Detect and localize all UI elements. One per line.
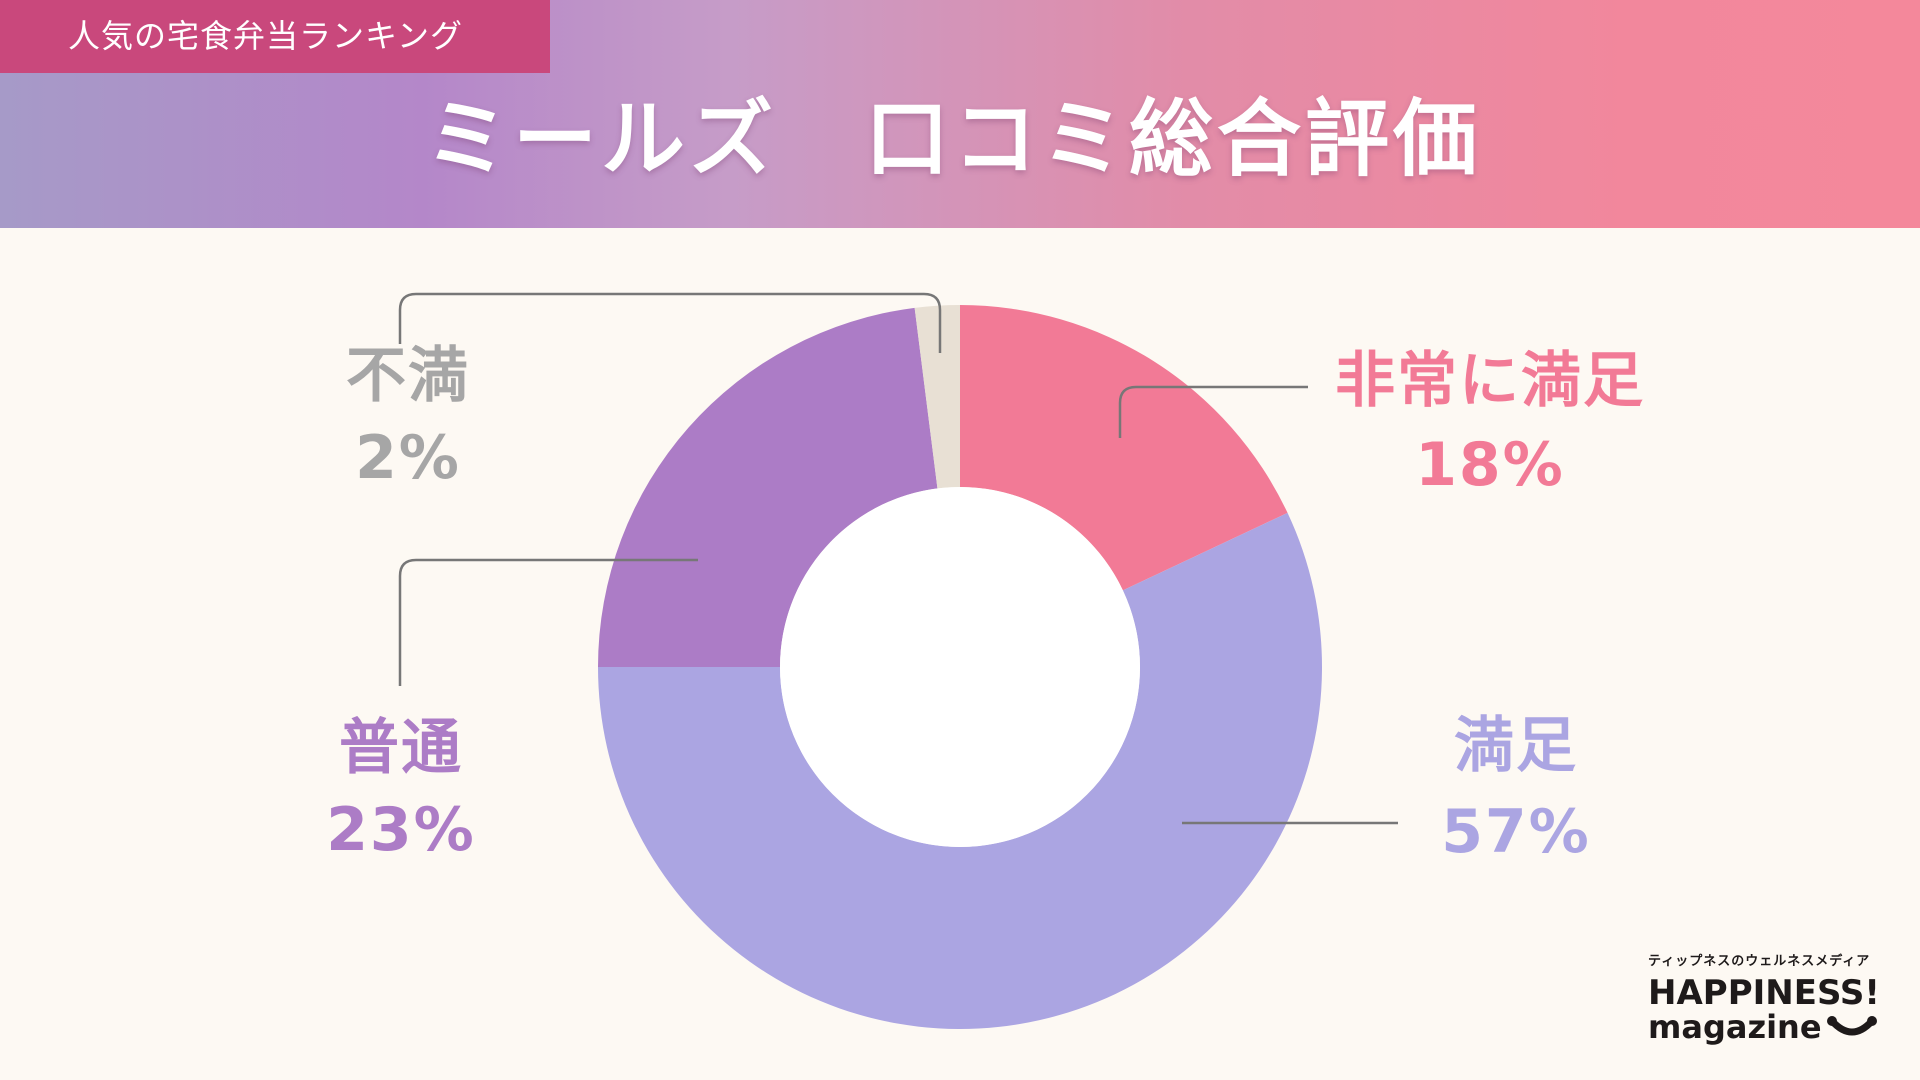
donut-hole	[780, 487, 1140, 847]
label-neutral: 普通 23%	[311, 712, 491, 866]
label-satisfied-value: 57%	[1441, 797, 1591, 867]
label-dissatisfied-value: 2%	[355, 423, 461, 493]
slice-neutral	[598, 307, 938, 667]
label-very-satisfied: 非常に満足 18%	[1320, 345, 1660, 501]
logo-line2: magazine	[1648, 1008, 1822, 1046]
slice-very-satisfied	[960, 305, 1288, 591]
logo-line2-wrap: magazine	[1648, 1011, 1880, 1043]
logo-tagline: ティップネスのウェルネスメディア	[1648, 954, 1871, 969]
leader-line-very-satisfied	[1118, 385, 1308, 438]
label-very-satisfied-name: 非常に満足	[1335, 346, 1645, 416]
label-very-satisfied-value: 18%	[1415, 430, 1565, 500]
ranking-tag: 人気の宅食弁当ランキング	[0, 0, 550, 73]
smile-icon	[1826, 1016, 1877, 1036]
label-neutral-value: 23%	[326, 795, 476, 865]
header-banner: 人気の宅食弁当ランキング ミールズ 口コミ総合評価	[0, 0, 1920, 228]
logo-line1: HAPPINESS!	[1648, 973, 1880, 1013]
happiness-magazine-logo: ティップネスのウェルネスメディア HAPPINESS! magazine	[1640, 950, 1880, 1060]
label-dissatisfied-name: 不満	[346, 341, 470, 411]
slice-dissatisfied	[914, 305, 960, 489]
leader-line-neutral	[398, 558, 698, 686]
label-dissatisfied: 不満 2%	[318, 340, 498, 494]
label-satisfied: 満足 57%	[1416, 710, 1616, 868]
slice-satisfied	[598, 512, 1322, 1030]
leader-line-dissatisfied	[398, 292, 942, 353]
label-neutral-name: 普通	[339, 713, 463, 783]
page-title: ミールズ 口コミ総合評価	[424, 90, 1481, 188]
label-satisfied-name: 満足	[1454, 711, 1578, 781]
